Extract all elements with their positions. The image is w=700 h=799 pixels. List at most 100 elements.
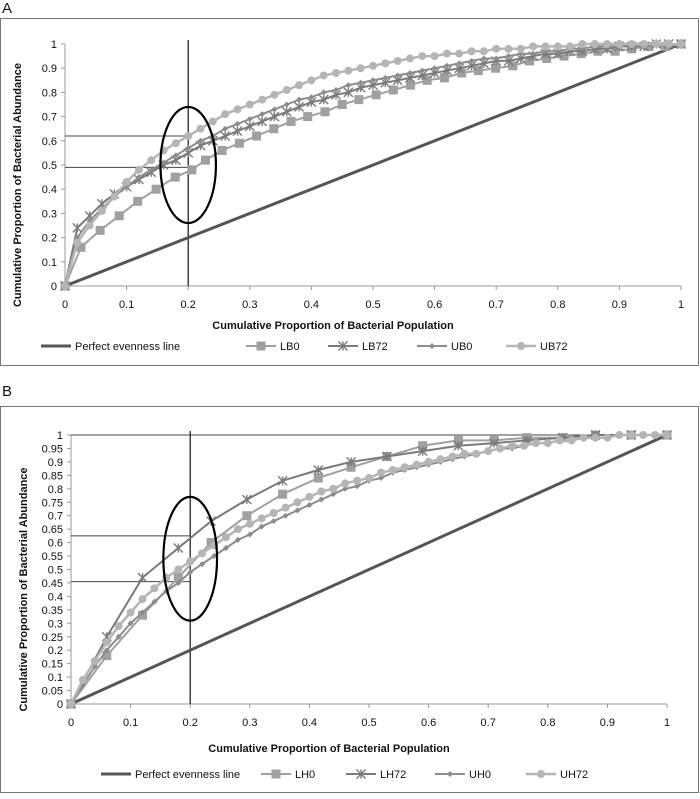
- chart-a-point-ub72: [258, 95, 267, 104]
- chart-a-point-ub72: [393, 56, 402, 65]
- chart-a-point-ub72: [319, 71, 328, 80]
- chart-a-y-tick-label: 0.6: [42, 136, 57, 148]
- chart-b-y-tick-label: 0.7: [48, 511, 63, 523]
- chart-a-point-lb0: [559, 51, 569, 61]
- chart-a-point-lb0: [576, 49, 586, 59]
- chart-b-x-tick-label: 0.6: [421, 717, 436, 729]
- chart-a-y-tick-label: 0.3: [42, 208, 57, 220]
- chart-b-point-uh0: [354, 483, 361, 490]
- chart-b-y-tick-label: 0.8: [48, 484, 63, 496]
- chart-b-point-uh0: [258, 523, 265, 530]
- chart-b-point-uh72: [293, 498, 302, 507]
- chart-a-point-ub72: [85, 221, 94, 230]
- chart-a-point-ub72: [332, 69, 341, 78]
- chart-b-point-lh0: [173, 573, 183, 583]
- chart-b-point-uh72: [174, 565, 183, 574]
- chart-b-series-line-perfect-evenness-line: [70, 433, 668, 706]
- chart-b-point-uh72: [221, 533, 230, 542]
- chart-a-point-lb0: [95, 225, 105, 235]
- chart-a-legend-label-perfect-evenness-line: Perfect evenness line: [75, 341, 180, 353]
- chart-a-point-ub72: [442, 49, 451, 58]
- chart-a-point-ub72: [184, 131, 193, 140]
- chart-a-point-ub72: [307, 76, 316, 85]
- chart-a-point-ub0: [333, 86, 340, 93]
- chart-b-point-uh0: [115, 633, 122, 640]
- chart-b-point-uh0: [318, 496, 325, 503]
- chart-b-point-uh72: [90, 656, 99, 665]
- chart-b-point-lh72: [313, 464, 324, 475]
- chart-b-point-uh0: [282, 512, 289, 519]
- chart-b-point-uh72: [353, 476, 362, 485]
- chart-a-point-ub72: [344, 66, 353, 75]
- chart-b-point-lh0: [242, 511, 252, 521]
- chart-b-y-tick-label: 0.15: [42, 659, 63, 671]
- chart-b-point-uh72: [233, 525, 242, 534]
- chart-a-point-ub0: [345, 82, 352, 89]
- chart-a-point-ub0: [530, 50, 537, 57]
- chart-a-point-ub72: [295, 81, 304, 90]
- chart-b-y-tick-label: 0.1: [48, 672, 63, 684]
- chart-a-point-ub0: [493, 55, 500, 62]
- chart-b-y-tick-label: 0.3: [48, 618, 63, 630]
- chart-b-series-line-lh72: [70, 434, 667, 705]
- chart-b-point-lh72: [137, 572, 148, 583]
- chart-b-point-lh72: [417, 446, 428, 457]
- chart-a-point-ub0: [468, 57, 475, 64]
- chart-a-point-lb0: [439, 73, 449, 83]
- chart-a-point-ub72: [381, 59, 390, 68]
- chart-b-point-uh72: [484, 447, 493, 456]
- chart-a-point-ub0: [419, 67, 426, 74]
- chart-b-y-tick-label: 0.25: [42, 632, 63, 644]
- chart-a-legend-marker-lb72: [338, 341, 348, 351]
- chart-b-series-perfect-evenness-line: [70, 433, 668, 706]
- chart-a-point-ub72: [640, 40, 649, 48]
- chart-b-legend-marker-uh0: [447, 771, 453, 777]
- chart-a-point-ub72: [467, 47, 476, 56]
- chart-a-point-lb0: [234, 138, 244, 148]
- chart-b-y-tick-label: 0.6: [48, 538, 63, 550]
- chart-b-legend-item-perfect-evenness-line: Perfect evenness line: [101, 769, 240, 781]
- chart-a-point-lb0: [187, 165, 197, 175]
- chart-a-legend-marker-lb0: [256, 341, 266, 351]
- chart-b-point-lh72: [277, 475, 288, 486]
- chart-a-point-ub72: [652, 40, 661, 48]
- chart-a-point-lb0: [269, 124, 279, 134]
- chart-b-point-uh72: [78, 675, 87, 684]
- chart-b-point-uh72: [531, 439, 540, 448]
- chart-a-point-lb0: [371, 90, 381, 100]
- chart-b-y-tick-label: 0.95: [42, 443, 63, 455]
- chart-b-point-uh72: [639, 431, 648, 439]
- chart-a-point-ub0: [456, 60, 463, 67]
- chart-b-x-tick-label: 0.2: [183, 717, 198, 729]
- chart-b-point-uh0: [246, 531, 253, 538]
- chart-a-point-lb0: [542, 54, 552, 64]
- chart-b-point-lh0: [102, 651, 112, 661]
- chart-a-x-tick-label: 0.8: [550, 299, 565, 311]
- chart-a-point-ub0: [357, 79, 364, 86]
- chart-b-point-uh72: [317, 487, 326, 496]
- chart-b-point-uh0: [294, 507, 301, 514]
- chart-b-legend-marker-uh72: [537, 770, 545, 778]
- chart-b-point-uh72: [150, 584, 159, 593]
- chart-a-x-tick-label: 0.9: [612, 299, 627, 311]
- chart-a-point-ub72: [479, 47, 488, 56]
- chart-b-point-uh72: [138, 595, 147, 604]
- chart-b-point-uh0: [127, 620, 134, 627]
- chart-b-point-lh0: [313, 473, 323, 483]
- chart-b-x-tick-label: 0.3: [242, 717, 257, 729]
- chart-b-point-lh72: [173, 542, 184, 553]
- chart-a-point-ub72: [566, 42, 575, 51]
- chart-a-x-tick-label: 0.3: [242, 299, 257, 311]
- chart-b-y-tick-label: 0.65: [42, 524, 63, 536]
- chart-a-point-lb0: [491, 63, 501, 73]
- chart-b-point-uh0: [330, 491, 337, 498]
- chart-b-y-tick-label: 0.9: [48, 457, 63, 469]
- chart-b-point-uh0: [175, 579, 182, 586]
- chart-b-y-tick-label: 0.5: [48, 565, 63, 577]
- chart-a-point-ub72: [553, 42, 562, 51]
- chart-a-point-ub72: [492, 44, 501, 53]
- chart-b-point-uh72: [305, 492, 314, 501]
- chart-b-x-tick-label: 0.7: [481, 717, 496, 729]
- chart-a-point-ub72: [134, 165, 143, 174]
- chart-a-point-ub72: [615, 40, 624, 48]
